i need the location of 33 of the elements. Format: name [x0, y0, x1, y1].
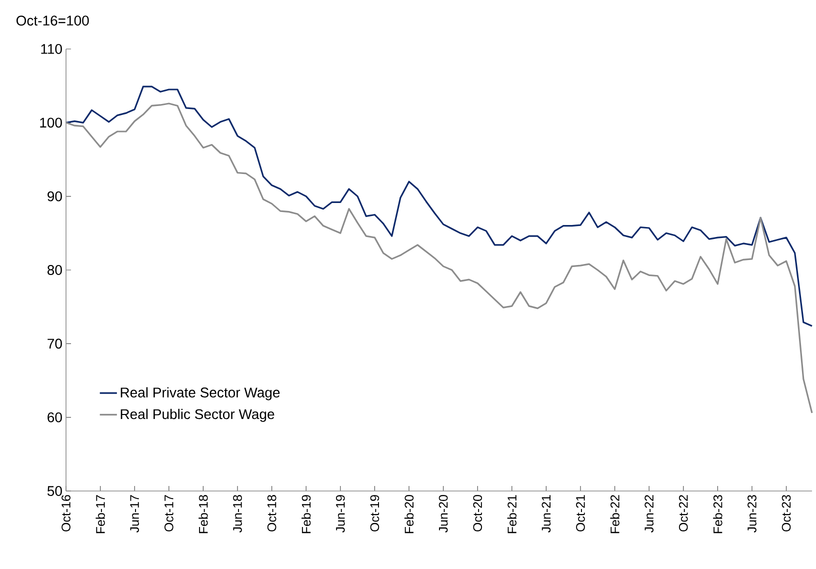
y-tick-label: 100: [40, 118, 62, 128]
x-tick-label: Jun-20: [438, 495, 448, 533]
x-tick-label: Jun-18: [233, 495, 242, 533]
y-tick-label: 60: [48, 412, 62, 422]
legend-label: Real Private Sector Wage: [120, 387, 280, 400]
x-tick-label: Oct-21: [576, 495, 585, 532]
x-tick-label: Feb-19: [302, 495, 311, 534]
y-tick-label: 70: [48, 338, 62, 349]
x-tick-label: Feb-21: [507, 495, 516, 534]
x-tick-label: Feb-20: [404, 495, 414, 534]
x-tick-label: Oct-19: [370, 495, 380, 532]
y-axis-title: Oct-16=100: [16, 16, 89, 26]
x-tick-label: Jun-17: [130, 495, 139, 533]
line-series: [65, 86, 813, 327]
legend-label: Real Public Sector Wage: [120, 408, 274, 422]
y-tick-label: 80: [48, 265, 62, 275]
x-tick-label: Oct-20: [473, 495, 482, 532]
y-tick-label: 90: [48, 191, 62, 202]
y-tick-label: 110: [41, 44, 62, 54]
x-tick-label: Jun-19: [336, 495, 345, 533]
x-tick-label: Feb-18: [198, 495, 208, 534]
x-tick-label: Oct-16: [62, 495, 70, 532]
x-tick-label: Feb-17: [96, 495, 105, 534]
x-tick-label: Feb-23: [713, 495, 722, 534]
y-tick-label: 50: [47, 486, 62, 496]
x-tick-label: Oct-18: [267, 495, 276, 532]
x-tick-label: Oct-22: [678, 495, 688, 532]
x-tick-label: Jun-21: [542, 495, 551, 533]
x-tick-label: Oct-23: [782, 495, 791, 532]
x-tick-label: Jun-22: [644, 495, 654, 533]
x-tick-label: Feb-22: [610, 495, 620, 534]
x-tick-label: Jun-23: [748, 495, 756, 533]
x-tick-label: Oct-17: [164, 495, 174, 532]
